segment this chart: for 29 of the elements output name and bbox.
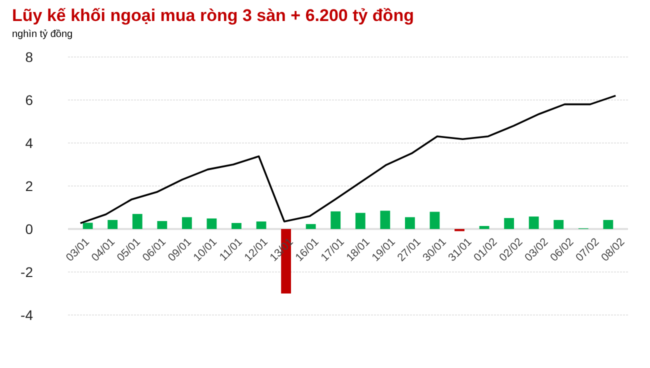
y-tick-label: 4	[25, 134, 34, 151]
bar	[404, 217, 415, 229]
bar	[330, 211, 341, 229]
bar	[603, 220, 614, 229]
bar	[430, 212, 440, 229]
y-tick-label: 2	[25, 178, 34, 194]
bar	[206, 218, 217, 229]
bar	[132, 214, 142, 229]
bar	[232, 222, 242, 229]
bar	[157, 221, 168, 229]
bar	[306, 224, 316, 229]
bar	[554, 220, 564, 229]
bar	[380, 210, 390, 229]
bar	[256, 221, 266, 229]
y-tick-label: -4	[20, 306, 34, 323]
bar	[108, 220, 118, 229]
bar	[355, 212, 366, 229]
y-axis-title: nghìn tỷ đồng	[12, 29, 73, 40]
bar	[479, 226, 490, 229]
chart-title: Lũy kế khối ngoại mua ròng 3 sàn + 6.200 tỷ đồng	[12, 6, 414, 25]
bar	[82, 222, 93, 229]
y-tick-label: 0	[25, 220, 34, 237]
bar	[182, 217, 192, 229]
bar	[504, 218, 514, 229]
y-tick-label: 6	[25, 92, 34, 108]
y-tick-label: 8	[25, 48, 34, 65]
bar	[528, 216, 539, 229]
line-series	[79, 94, 617, 224]
y-tick-label: -2	[20, 264, 34, 280]
